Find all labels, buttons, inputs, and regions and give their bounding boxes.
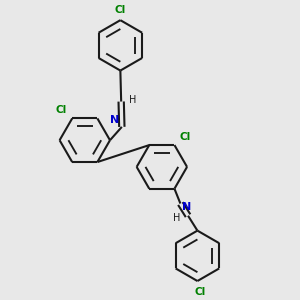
Text: Cl: Cl — [56, 105, 67, 116]
Text: Cl: Cl — [194, 287, 206, 297]
Text: Cl: Cl — [180, 132, 191, 142]
Text: Cl: Cl — [115, 5, 126, 15]
Text: N: N — [110, 115, 119, 124]
Text: H: H — [129, 95, 136, 105]
Text: H: H — [173, 213, 181, 223]
Text: N: N — [182, 202, 191, 212]
